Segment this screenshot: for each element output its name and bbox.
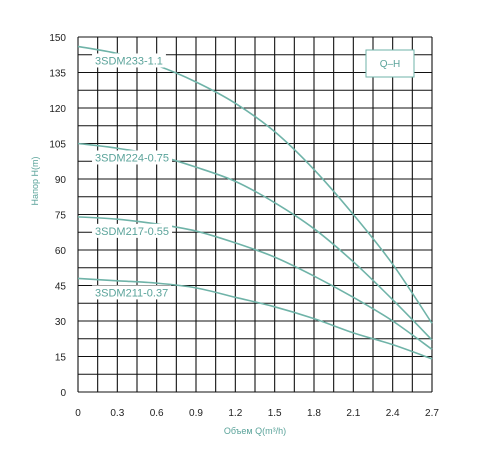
y-tick-label: 15	[55, 353, 67, 364]
x-tick-labels: 0 0.3 0.6 0.9 1.2 1.5 1.8 2.1 2.4 2.7	[75, 408, 439, 419]
y-tick-label: 45	[55, 282, 67, 293]
y-tick-label: 60	[55, 246, 67, 257]
y-tick-label: 90	[55, 175, 67, 186]
x-axis-title: Объем Q(m³/h)	[224, 426, 286, 436]
x-tick-label: 0.3	[110, 408, 124, 419]
legend-box	[365, 49, 415, 78]
series-label-bg	[92, 53, 166, 68]
x-tick-label: 0	[75, 408, 81, 419]
y-tick-label: 120	[49, 104, 66, 115]
series-label: 3SDM233-1.1	[95, 55, 163, 67]
series-label-bg	[92, 285, 172, 300]
series-label-bg	[92, 150, 173, 165]
series-line-4	[77, 277, 433, 360]
y-tick-label: 105	[49, 140, 66, 151]
x-tick-label: 2.7	[425, 408, 439, 419]
y-tick-label: 150	[49, 33, 66, 44]
series-label: 3SDM217-0.55	[95, 226, 169, 238]
x-tick-label: 0.9	[189, 408, 203, 419]
x-tick-label: 1.8	[307, 408, 321, 419]
x-tick-label: 2.1	[346, 408, 360, 419]
x-tick-label: 1.5	[268, 408, 282, 419]
legend-text: Q–H	[380, 59, 401, 70]
series-label: 3SDM211-0.37	[95, 287, 168, 299]
y-tick-label: 75	[55, 211, 67, 222]
x-tick-label: 0.6	[150, 408, 164, 419]
series-label: 3SDM224-0.75	[95, 153, 169, 165]
y-axis-title: Напор H(m)	[30, 157, 40, 206]
series-label-bg	[92, 223, 173, 238]
series-labels: 3SDM233-1.1 3SDM224-0.75 3SDM217-0.55 3SDM2…	[92, 53, 173, 300]
y-tick-labels: 0 15 30 45 60 75 90 105 120 135 150	[49, 33, 66, 399]
x-tick-label: 2.4	[386, 408, 400, 419]
series-line-3	[77, 216, 433, 351]
y-tick-label: 30	[55, 317, 67, 328]
y-tick-label: 135	[49, 69, 66, 80]
x-tick-label: 1.2	[228, 408, 242, 419]
grid	[77, 36, 433, 393]
y-tick-label: 0	[60, 388, 66, 399]
